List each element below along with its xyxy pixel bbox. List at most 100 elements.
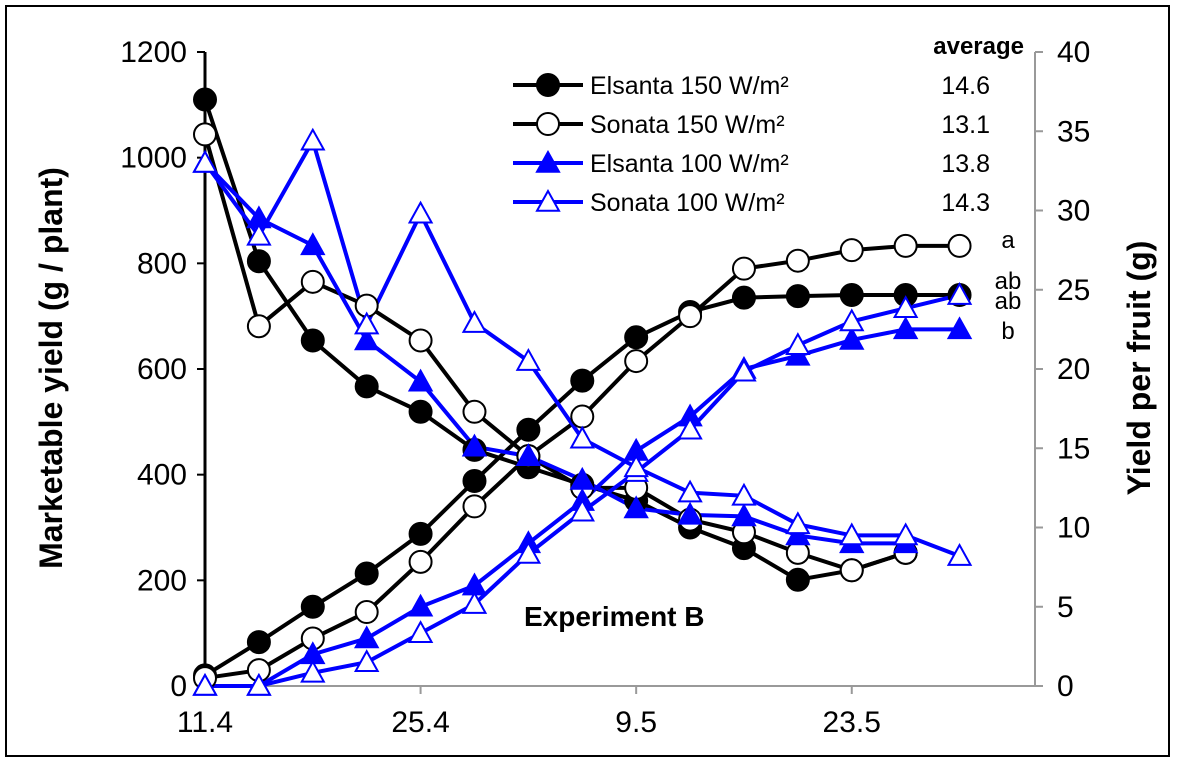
legend-average-value: 13.1 bbox=[941, 111, 990, 139]
point-per-fruit-elsanta-100-w-m bbox=[731, 503, 757, 527]
point-cumulative-elsanta-100-w-m bbox=[839, 326, 865, 350]
point-per-fruit-elsanta-150-w-m bbox=[193, 87, 217, 112]
point-cumulative-sonata-150-w-m bbox=[785, 248, 810, 273]
point-cumulative-sonata-100-w-m bbox=[839, 308, 865, 332]
point-cumulative-elsanta-100-w-m bbox=[407, 593, 434, 617]
point-cumulative-elsanta-100-w-m bbox=[353, 625, 380, 649]
point-cumulative-sonata-100-w-m bbox=[407, 620, 434, 643]
y-left-tick-label: 200 bbox=[137, 564, 187, 597]
point-cumulative-elsanta-100-w-m bbox=[946, 316, 973, 340]
point-per-fruit-elsanta-150-w-m bbox=[785, 567, 810, 592]
point-per-fruit-elsanta-100-w-m bbox=[461, 433, 488, 457]
point-per-fruit-sonata-100-w-m bbox=[246, 222, 272, 246]
point-cumulative-sonata-100-w-m bbox=[300, 659, 326, 683]
point-cumulative-sonata-100-w-m bbox=[677, 416, 703, 440]
point-cumulative-elsanta-150-w-m bbox=[839, 283, 864, 308]
point-per-fruit-sonata-100-w-m bbox=[677, 479, 703, 503]
point-per-fruit-elsanta-100-w-m bbox=[569, 466, 595, 490]
legend-marker bbox=[535, 149, 561, 173]
point-cumulative-sonata-100-w-m bbox=[946, 281, 973, 305]
point-cumulative-sonata-150-w-m bbox=[462, 494, 487, 519]
point-cumulative-elsanta-150-w-m bbox=[354, 561, 379, 586]
point-per-fruit-sonata-100-w-m bbox=[192, 149, 218, 173]
y-right-tick-label: 10 bbox=[1057, 512, 1090, 545]
legend-marker bbox=[536, 73, 560, 97]
x-tick-label: 9.5 bbox=[615, 706, 657, 739]
legend-label: Elsanta 100 W/m² bbox=[590, 150, 789, 178]
legend-item: Elsanta 150 W/m² 14.6 bbox=[513, 72, 990, 100]
point-per-fruit-elsanta-150-w-m bbox=[300, 328, 325, 353]
point-per-fruit-sonata-150-w-m bbox=[462, 399, 487, 424]
point-cumulative-sonata-150-w-m bbox=[893, 233, 918, 258]
significance-label: b bbox=[1001, 318, 1014, 345]
point-per-fruit-elsanta-150-w-m bbox=[246, 249, 271, 274]
x-tick-label: 11.4 bbox=[177, 706, 233, 739]
legend-item: Sonata 100 W/m² 14.3 bbox=[513, 188, 990, 217]
point-per-fruit-sonata-100-w-m bbox=[569, 425, 595, 449]
point-cumulative-elsanta-150-w-m bbox=[462, 469, 487, 494]
point-per-fruit-elsanta-100-w-m bbox=[785, 522, 811, 546]
point-cumulative-sonata-150-w-m bbox=[354, 600, 379, 625]
point-per-fruit-sonata-100-w-m bbox=[785, 511, 811, 535]
point-cumulative-elsanta-150-w-m bbox=[570, 368, 595, 393]
point-cumulative-sonata-100-w-m bbox=[569, 498, 595, 522]
legend-marker bbox=[536, 112, 560, 136]
point-per-fruit-sonata-150-w-m bbox=[839, 558, 864, 583]
x-tick-label: 25.4 bbox=[391, 706, 449, 739]
legend-marker bbox=[535, 188, 561, 212]
legend-average-value: 13.8 bbox=[941, 150, 990, 178]
point-cumulative-sonata-100-w-m bbox=[461, 591, 488, 614]
point-per-fruit-sonata-100-w-m bbox=[407, 200, 434, 224]
legend-item: Elsanta 100 W/m² 13.8 bbox=[513, 149, 990, 178]
point-cumulative-sonata-150-w-m bbox=[570, 404, 595, 429]
point-per-fruit-elsanta-100-w-m bbox=[300, 232, 326, 256]
y-right-tick-label: 20 bbox=[1057, 353, 1090, 386]
point-per-fruit-elsanta-100-w-m bbox=[407, 368, 434, 392]
significance-label: ab bbox=[995, 288, 1022, 315]
point-cumulative-elsanta-150-w-m bbox=[246, 630, 271, 655]
legend-label: Sonata 100 W/m² bbox=[590, 189, 785, 217]
legend-average-value: 14.6 bbox=[941, 72, 990, 100]
axes: 0 200 400 600 800 1000 1200 0 5 10 15 20 25 30 35 40 11.… bbox=[120, 36, 1090, 739]
y-right-tick-label: 40 bbox=[1057, 36, 1090, 69]
point-cumulative-elsanta-150-w-m bbox=[300, 594, 325, 619]
point-cumulative-elsanta-150-w-m bbox=[516, 417, 541, 442]
point-cumulative-sonata-150-w-m bbox=[731, 256, 756, 281]
point-per-fruit-sonata-150-w-m bbox=[193, 122, 217, 147]
point-cumulative-sonata-100-w-m bbox=[892, 295, 919, 319]
chart-frame bbox=[5, 5, 1170, 757]
y-left-tick-label: 400 bbox=[137, 459, 187, 492]
y-right-tick-label: 15 bbox=[1057, 432, 1090, 465]
significance-label: ab bbox=[995, 268, 1022, 295]
y-left-tick-label: 1000 bbox=[120, 142, 187, 175]
point-cumulative-sonata-150-w-m bbox=[624, 349, 649, 374]
point-per-fruit-sonata-100-w-m bbox=[515, 348, 542, 371]
point-cumulative-elsanta-150-w-m bbox=[624, 325, 649, 350]
point-per-fruit-sonata-100-w-m bbox=[353, 311, 380, 335]
legend-item: Sonata 150 W/m² 13.1 bbox=[513, 111, 990, 139]
point-cumulative-elsanta-100-w-m bbox=[892, 316, 919, 340]
y-axis-label-right: Yield per fruit (g) bbox=[1121, 241, 1157, 496]
significance-label: a bbox=[1001, 227, 1015, 254]
point-cumulative-sonata-100-w-m bbox=[353, 649, 380, 673]
point-per-fruit-sonata-100-w-m bbox=[892, 522, 919, 546]
legend: average Elsanta 150 W/m² 14.6 Sonata 150 W/… bbox=[513, 33, 1024, 217]
point-cumulative-sonata-150-w-m bbox=[947, 233, 972, 258]
point-per-fruit-sonata-100-w-m bbox=[623, 454, 649, 478]
point-per-fruit-elsanta-100-w-m bbox=[353, 327, 380, 351]
point-per-fruit-sonata-100-w-m bbox=[946, 542, 973, 566]
point-cumulative-elsanta-150-w-m bbox=[408, 521, 433, 546]
point-cumulative-sonata-100-w-m bbox=[192, 672, 218, 696]
annotation-experiment: Experiment B bbox=[524, 601, 705, 632]
y-right-tick-label: 30 bbox=[1057, 195, 1090, 228]
point-cumulative-sonata-100-w-m bbox=[785, 332, 811, 356]
point-per-fruit-elsanta-100-w-m bbox=[677, 501, 703, 525]
point-cumulative-elsanta-150-w-m bbox=[785, 284, 810, 309]
point-per-fruit-sonata-100-w-m bbox=[731, 482, 757, 506]
point-per-fruit-sonata-100-w-m bbox=[839, 522, 865, 546]
point-per-fruit-elsanta-100-w-m bbox=[623, 495, 649, 519]
point-per-fruit-sonata-150-w-m bbox=[300, 269, 325, 294]
point-per-fruit-sonata-150-w-m bbox=[246, 314, 271, 339]
